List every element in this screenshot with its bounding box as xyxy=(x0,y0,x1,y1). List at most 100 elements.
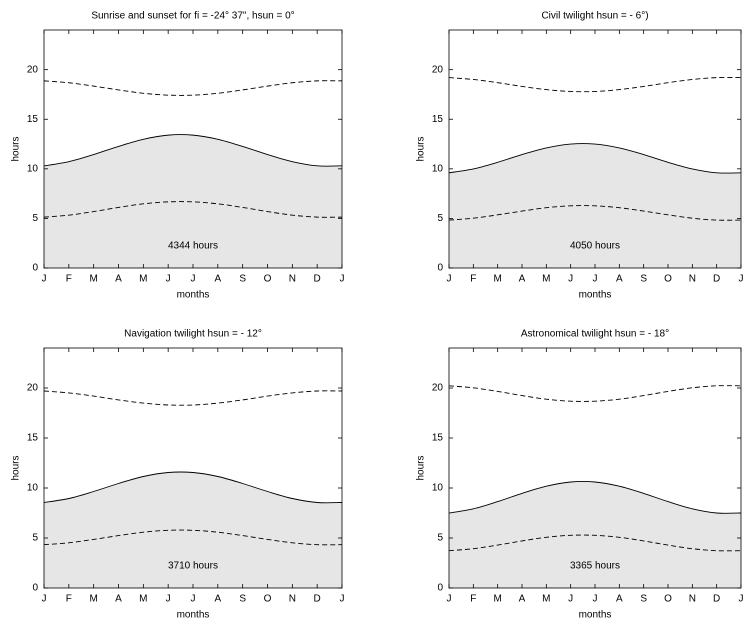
x-tick-label: J xyxy=(447,594,452,605)
x-tick-label: J xyxy=(447,274,452,285)
x-tick-label: D xyxy=(314,274,321,285)
x-tick-label: A xyxy=(115,274,122,285)
x-tick-label: A xyxy=(214,274,221,285)
x-tick-label: F xyxy=(470,274,476,285)
chart-title: Sunrise and sunset for fi = -24° 37", hs… xyxy=(91,11,294,22)
x-tick-label: M xyxy=(89,274,97,285)
y-axis-label: hours xyxy=(11,455,22,480)
y-tick-label: 0 xyxy=(32,583,38,594)
y-tick-label: 10 xyxy=(27,163,39,174)
y-tick-label: 20 xyxy=(27,64,39,75)
series-line xyxy=(448,534,742,552)
y-tick-label: 0 xyxy=(32,263,38,274)
x-tick-label: F xyxy=(66,274,72,285)
x-tick-label: M xyxy=(493,594,501,605)
x-tick-label: A xyxy=(616,274,623,285)
x-axis-label: months xyxy=(177,290,210,301)
x-tick-label: O xyxy=(664,594,672,605)
x-tick-label: A xyxy=(519,594,526,605)
x-tick-label: J xyxy=(593,274,598,285)
y-tick-label: 0 xyxy=(437,263,443,274)
x-tick-label: J xyxy=(568,274,573,285)
y-tick-label: 20 xyxy=(432,64,444,75)
x-tick-label: M xyxy=(89,594,97,605)
y-tick-label: 5 xyxy=(32,213,38,224)
chart-title: Navigation twilight hsun = - 12° xyxy=(124,329,262,340)
y-tick-label: 5 xyxy=(437,213,443,224)
series-line xyxy=(43,529,343,546)
day-area xyxy=(449,481,741,588)
x-axis-label: months xyxy=(579,610,612,620)
y-tick-label: 15 xyxy=(27,114,39,125)
x-tick-label: J xyxy=(166,594,171,605)
x-tick-label: J xyxy=(191,594,196,605)
y-axis-label: hours xyxy=(416,136,427,161)
x-tick-label: N xyxy=(289,594,296,605)
x-tick-label: A xyxy=(115,594,122,605)
series-line xyxy=(43,80,343,96)
x-tick-label: J xyxy=(593,594,598,605)
x-tick-label: A xyxy=(616,594,623,605)
annotation: 3365 hours xyxy=(570,561,620,572)
x-tick-label: J xyxy=(739,274,744,285)
x-tick-label: A xyxy=(214,594,221,605)
annotation: 4344 hours xyxy=(168,241,218,252)
x-tick-label: F xyxy=(470,594,476,605)
x-axis-label: months xyxy=(177,610,210,620)
x-tick-label: J xyxy=(42,274,47,285)
x-tick-label: J xyxy=(340,274,345,285)
series-line xyxy=(43,134,343,167)
x-tick-label: J xyxy=(42,594,47,605)
day-area xyxy=(44,134,342,268)
x-tick-label: S xyxy=(640,594,647,605)
annotation: 3710 hours xyxy=(168,561,218,572)
x-tick-label: J xyxy=(340,594,345,605)
x-tick-label: S xyxy=(239,594,246,605)
y-tick-label: 20 xyxy=(432,383,444,394)
series-line xyxy=(448,205,742,221)
series-line xyxy=(43,201,343,218)
y-tick-label: 10 xyxy=(432,163,444,174)
x-tick-label: D xyxy=(314,594,321,605)
x-tick-label: J xyxy=(739,594,744,605)
x-tick-label: O xyxy=(264,594,272,605)
y-tick-label: 15 xyxy=(27,433,39,444)
x-tick-label: M xyxy=(139,594,147,605)
y-tick-label: 5 xyxy=(32,533,38,544)
x-tick-label: F xyxy=(66,594,72,605)
chart-title: Civil twilight hsun = - 6°) xyxy=(541,11,648,22)
y-axis-label: hours xyxy=(11,136,22,161)
x-tick-label: M xyxy=(542,594,550,605)
series-line xyxy=(448,481,742,514)
y-tick-label: 10 xyxy=(432,483,444,494)
x-tick-label: M xyxy=(542,274,550,285)
chart-title: Astronomical twilight hsun = - 18° xyxy=(521,329,669,340)
day-area xyxy=(44,472,342,588)
x-tick-label: N xyxy=(689,274,696,285)
x-tick-label: D xyxy=(713,594,720,605)
x-axis-label: months xyxy=(579,290,612,301)
x-tick-label: J xyxy=(191,274,196,285)
series-line xyxy=(43,471,343,504)
x-tick-label: J xyxy=(568,594,573,605)
y-axis-label: hours xyxy=(416,455,427,480)
series-line xyxy=(448,77,742,93)
x-tick-label: N xyxy=(289,274,296,285)
x-tick-label: J xyxy=(166,274,171,285)
x-tick-label: A xyxy=(519,274,526,285)
x-tick-label: O xyxy=(664,274,672,285)
x-tick-label: M xyxy=(139,274,147,285)
y-tick-label: 15 xyxy=(432,114,444,125)
series-line xyxy=(43,390,343,406)
x-tick-label: S xyxy=(640,274,647,285)
x-tick-label: N xyxy=(689,594,696,605)
x-tick-label: S xyxy=(239,274,246,285)
x-tick-label: D xyxy=(713,274,720,285)
series-line xyxy=(448,385,742,402)
x-tick-label: O xyxy=(264,274,272,285)
x-tick-label: M xyxy=(493,274,501,285)
y-tick-label: 5 xyxy=(437,533,443,544)
series-line xyxy=(448,143,742,174)
annotation: 4050 hours xyxy=(570,241,620,252)
